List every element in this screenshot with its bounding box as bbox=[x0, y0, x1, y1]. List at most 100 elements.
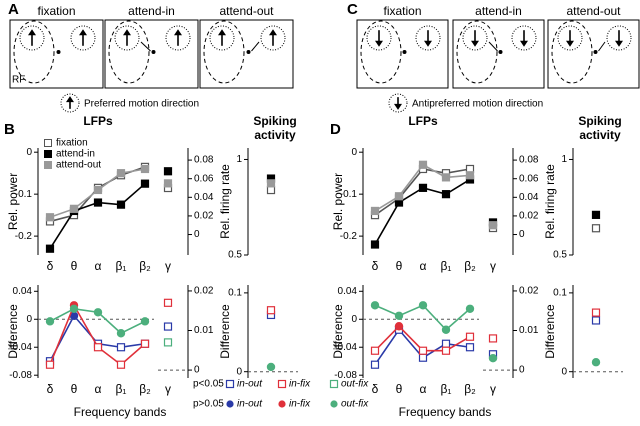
category-label: β₁ bbox=[441, 382, 452, 396]
legend-marker bbox=[330, 400, 338, 408]
marker bbox=[116, 360, 126, 369]
chart-title: LFPs bbox=[408, 114, 438, 128]
chart-title: Spiking bbox=[578, 114, 621, 128]
motion-arrowhead bbox=[471, 40, 479, 47]
motion-arrowhead bbox=[615, 40, 623, 47]
marker bbox=[116, 169, 126, 178]
motion-arrowhead bbox=[394, 103, 402, 110]
motion-arrowhead bbox=[123, 29, 131, 36]
marker bbox=[591, 210, 601, 219]
marker bbox=[93, 343, 103, 352]
tick-label: 0.04 bbox=[13, 286, 33, 297]
marker bbox=[163, 298, 173, 307]
panel-letter: A bbox=[8, 1, 19, 18]
marker bbox=[45, 317, 55, 326]
tick-label: 0.1 bbox=[553, 288, 567, 299]
tick-label: 0 bbox=[351, 314, 357, 325]
fixation-point bbox=[246, 50, 251, 54]
marker bbox=[140, 164, 150, 174]
rf-label: RF bbox=[12, 75, 25, 86]
legend-marker bbox=[44, 139, 52, 147]
tick-label: 0.06 bbox=[519, 173, 539, 184]
motion-arrowhead bbox=[66, 96, 74, 103]
legend-marker bbox=[277, 379, 287, 389]
marker bbox=[370, 301, 380, 310]
receptive-field bbox=[13, 20, 55, 84]
marker bbox=[591, 308, 601, 317]
category-label: β₁ bbox=[116, 259, 127, 273]
category-label: δ bbox=[372, 382, 379, 396]
tick-label: 1 bbox=[236, 154, 242, 165]
tick-label: 0 bbox=[561, 366, 567, 377]
tick-label: 0.5 bbox=[553, 250, 567, 261]
category-label: γ bbox=[490, 382, 496, 396]
legend-heading: p<0.05 bbox=[193, 379, 224, 390]
tick-label: 0 bbox=[236, 366, 242, 377]
tick-label: -0.1 bbox=[15, 189, 33, 200]
marker bbox=[116, 200, 126, 209]
category-label: θ bbox=[396, 259, 403, 273]
tick-label: -0.2 bbox=[340, 231, 358, 242]
legend-label: attend-out bbox=[56, 160, 101, 171]
tick-label: -0.2 bbox=[15, 231, 33, 242]
category-label: δ bbox=[47, 382, 54, 396]
tick-label: -0.08 bbox=[334, 370, 357, 381]
tick-label: 0.01 bbox=[194, 325, 214, 336]
marker bbox=[418, 353, 428, 362]
fixation-point bbox=[56, 50, 61, 54]
marker bbox=[163, 167, 173, 176]
marker bbox=[163, 338, 173, 347]
marker bbox=[140, 339, 150, 348]
marker bbox=[116, 329, 126, 338]
y-axis-label: Rel. power bbox=[6, 173, 20, 230]
marker bbox=[418, 346, 428, 355]
tick-label: 0 bbox=[519, 365, 525, 376]
marker bbox=[591, 316, 601, 325]
category-label: θ bbox=[396, 382, 403, 396]
tick-label: 0 bbox=[194, 229, 200, 240]
tick-label: 0.08 bbox=[194, 155, 214, 166]
marker bbox=[441, 190, 451, 199]
tick-label: 0.1 bbox=[228, 288, 242, 299]
condition-title: attend-in bbox=[475, 4, 522, 18]
marker bbox=[465, 304, 475, 313]
category-label: γ bbox=[490, 259, 496, 273]
receptive-field bbox=[360, 20, 402, 84]
legend-marker bbox=[44, 150, 52, 158]
marker bbox=[266, 179, 276, 188]
marker bbox=[418, 183, 428, 192]
tick-label: 0 bbox=[26, 147, 32, 158]
marker bbox=[45, 244, 55, 253]
motion-arrowhead bbox=[520, 40, 528, 47]
marker bbox=[163, 322, 173, 331]
motion-arrowhead bbox=[269, 29, 277, 36]
attention-line bbox=[488, 41, 498, 52]
marker bbox=[441, 325, 451, 334]
receptive-field bbox=[108, 20, 150, 84]
caption: Preferred motion direction bbox=[84, 99, 199, 110]
category-label: α bbox=[420, 259, 427, 273]
receptive-field bbox=[551, 20, 593, 84]
marker bbox=[591, 358, 601, 367]
category-label: γ bbox=[165, 382, 171, 396]
y-axis-label: Difference bbox=[543, 304, 557, 359]
marker bbox=[441, 346, 451, 355]
legend-label: out-fix bbox=[341, 379, 369, 390]
receptive-field bbox=[203, 20, 245, 84]
chart-title: Spiking bbox=[253, 114, 296, 128]
y-axis-label: Difference bbox=[218, 304, 232, 359]
attention-line bbox=[598, 41, 606, 52]
tick-label: 0.02 bbox=[519, 286, 539, 297]
tick-label: 0.04 bbox=[338, 286, 358, 297]
marker bbox=[69, 204, 79, 213]
legend-marker bbox=[226, 400, 234, 408]
motion-arrowhead bbox=[28, 29, 36, 36]
x-axis-label: Frequency bands bbox=[399, 405, 492, 419]
marker bbox=[370, 206, 380, 216]
tick-label: 0.5 bbox=[228, 250, 242, 261]
condition-title: fixation bbox=[37, 4, 75, 18]
motion-arrowhead bbox=[375, 40, 383, 47]
tick-label: -0.04 bbox=[9, 342, 32, 353]
legend-label: attend-in bbox=[56, 149, 95, 160]
marker bbox=[69, 304, 79, 313]
